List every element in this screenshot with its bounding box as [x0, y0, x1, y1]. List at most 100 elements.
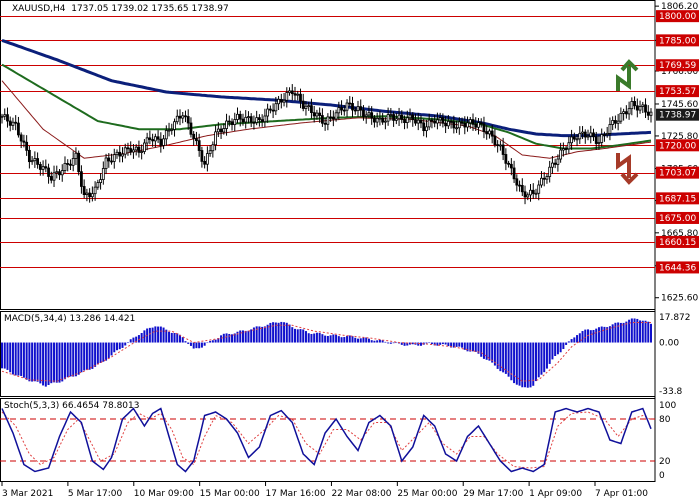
macd-bar: [247, 330, 250, 343]
candle-body: [162, 138, 165, 146]
macd-bar: [367, 338, 370, 343]
time-axis: 3 Mar 2021 5 Mar 17:00 10 Mar 09:00 15 Mar …: [1, 482, 648, 499]
candle-body: [567, 142, 571, 150]
macd-bar: [524, 342, 527, 388]
candle: [25, 135, 29, 156]
candle-body: [255, 117, 259, 123]
level-price-badge: [656, 34, 699, 47]
price-tick-label: 1766.00: [661, 67, 698, 77]
candle-body: [386, 114, 390, 122]
macd-bar: [283, 322, 286, 343]
candle-body: [214, 131, 217, 146]
candle-body: [307, 105, 311, 108]
candle-body: [592, 132, 595, 138]
candle-body: [173, 121, 176, 130]
macd-bar: [11, 342, 14, 375]
candle: [227, 115, 231, 127]
macd-bar: [302, 329, 305, 343]
candle-body: [630, 101, 634, 110]
macd-bar: [36, 342, 39, 382]
candle: [173, 118, 176, 137]
candle: [299, 88, 302, 109]
candle: [526, 192, 530, 201]
macd-bar: [441, 342, 444, 345]
candle: [452, 115, 456, 134]
up-arrow-icon: [616, 59, 639, 91]
level-price-label: 1800.00: [659, 12, 696, 22]
candle-body: [419, 119, 423, 124]
candle: [301, 93, 305, 112]
candle: [49, 171, 53, 184]
candle-body: [175, 115, 179, 123]
macd-bar: [310, 333, 313, 343]
candle: [504, 148, 508, 171]
candle: [329, 110, 333, 122]
candle-body: [540, 177, 543, 186]
candle-body: [523, 191, 527, 198]
candle-body: [526, 194, 530, 198]
macd-bar: [33, 342, 36, 382]
candle-body: [27, 149, 31, 163]
candle: [69, 159, 72, 171]
level-price-badge: [656, 166, 699, 179]
candle-body: [433, 120, 437, 124]
candle-body: [44, 166, 48, 169]
candle: [586, 129, 590, 141]
macd-bar: [491, 342, 494, 363]
candle-body: [153, 136, 157, 142]
time-tick-label: 15 Mar 00:00: [200, 489, 260, 499]
candle: [112, 148, 116, 169]
candle-body: [331, 116, 335, 120]
candle: [474, 117, 478, 131]
candle: [381, 113, 385, 125]
macd-bar: [55, 342, 58, 383]
candle-body: [438, 117, 442, 121]
candle: [605, 126, 609, 138]
macd-bar: [537, 342, 540, 378]
candle-body: [36, 158, 39, 165]
candle-body: [649, 111, 653, 116]
candle: [208, 145, 212, 157]
candle: [455, 120, 458, 134]
macd-bar: [118, 342, 121, 350]
candle: [288, 87, 291, 96]
macd-bar: [521, 342, 524, 388]
candle-body: [112, 154, 116, 162]
level-price-badge: [656, 235, 699, 248]
candle: [534, 188, 538, 199]
candle-body: [542, 177, 546, 180]
candle: [561, 142, 565, 157]
macd-bar: [170, 332, 173, 343]
macd-bar: [189, 342, 192, 346]
candle-body: [356, 106, 360, 112]
candle: [392, 111, 395, 127]
macd-bar: [241, 330, 244, 343]
macd-bar: [485, 342, 488, 360]
macd-bar: [121, 342, 124, 348]
candle: [537, 180, 541, 201]
candle: [47, 163, 50, 184]
macd-bar: [25, 342, 28, 380]
candle-body: [244, 116, 248, 123]
candle-body: [351, 103, 354, 111]
macd-bar: [633, 318, 636, 343]
stoch-tick-label: 0: [659, 471, 665, 481]
candle-body: [583, 131, 587, 138]
candle-body: [258, 117, 261, 121]
macd-bar: [261, 326, 264, 343]
macd-bar: [165, 329, 168, 343]
candle-body: [184, 115, 187, 118]
macd-bar: [299, 329, 302, 343]
macd-bar: [343, 337, 346, 343]
macd-bar: [608, 326, 611, 343]
candle-body: [323, 122, 327, 125]
candle-body: [466, 122, 469, 128]
candle: [71, 151, 75, 172]
candle-body: [471, 119, 475, 125]
candle-body: [238, 113, 242, 120]
candle-body: [318, 112, 322, 116]
macd-bar: [488, 342, 491, 361]
candle-body: [225, 120, 228, 129]
candle: [205, 146, 209, 172]
